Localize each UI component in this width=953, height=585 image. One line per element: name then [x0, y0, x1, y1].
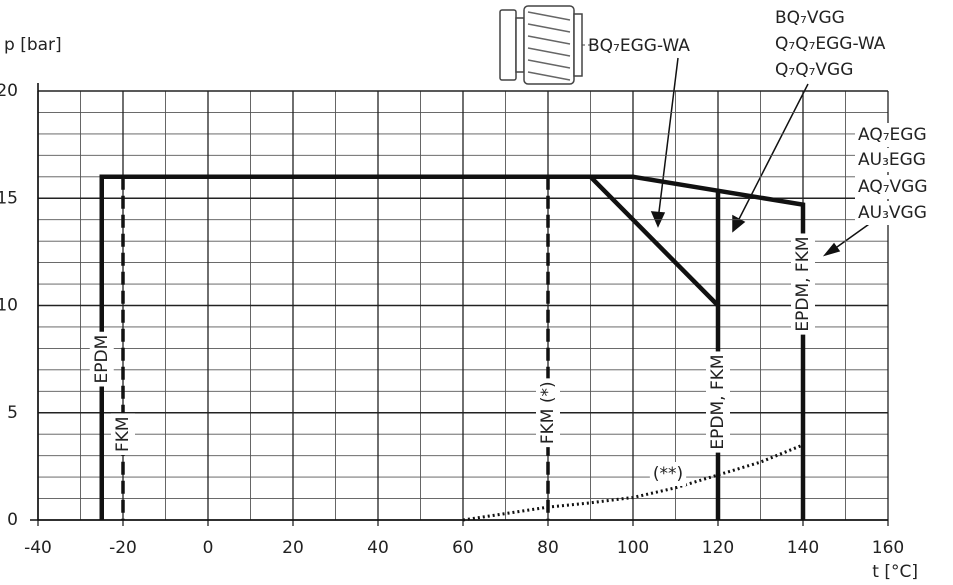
y-tick-label: 20	[0, 81, 18, 101]
annotation: AU₃EGG	[855, 148, 929, 172]
annotation-bg	[791, 233, 815, 335]
annotation-text: AQ₇EGG	[858, 125, 927, 145]
annotation: EPDM	[89, 331, 114, 387]
annotation-text: EPDM, FKM	[793, 236, 813, 331]
y-axis-label: p [bar]	[4, 35, 62, 55]
x-tick-label: 80	[537, 538, 559, 558]
arrows	[650, 57, 873, 257]
grid	[37, 90, 889, 526]
x-tick-label: 140	[787, 538, 819, 558]
annotation: AQ₇VGG	[855, 175, 931, 199]
annotation-bg	[111, 413, 135, 455]
annotation-bg	[855, 123, 930, 147]
x-tick-label: 40	[367, 538, 389, 558]
annotation: FKM	[111, 413, 135, 455]
annotation-bg	[706, 351, 730, 453]
annotation-text: AU₃VGG	[858, 203, 927, 223]
valve-icon	[499, 5, 583, 85]
annotation-text: AQ₇VGG	[858, 177, 928, 197]
annotation-bg	[89, 331, 114, 387]
annotation-text: EPDM	[92, 335, 112, 384]
x-tick-label: 160	[872, 538, 904, 558]
y-tick-label: 5	[7, 403, 18, 423]
annotation-text: AU₃EGG	[858, 150, 926, 170]
x-tick-label: 100	[617, 538, 649, 558]
annotation-text: Q₇Q₇EGG-WA	[775, 34, 886, 54]
annotation: BQ₇EGG-WA	[588, 36, 690, 56]
annotation-bg	[536, 378, 560, 448]
series-line	[588, 175, 720, 308]
annotation-bg	[855, 201, 930, 225]
annotation-bg	[855, 175, 931, 199]
x-tick-label: 0	[203, 538, 214, 558]
annotation-text: Q₇Q₇VGG	[775, 60, 853, 80]
annotation: BQ₇VGG	[775, 8, 845, 28]
annotation-text: BQ₇EGG-WA	[588, 36, 690, 56]
annotation-text: FKM	[113, 416, 133, 452]
annotation: EPDM, FKM	[791, 233, 815, 335]
annotation-text: BQ₇VGG	[775, 8, 845, 28]
annotation-text: (**)	[653, 464, 683, 484]
series-line	[462, 443, 804, 522]
annotation: EPDM, FKM	[706, 351, 730, 453]
y-tick-label: 0	[7, 510, 18, 530]
y-tick-label: 15	[0, 188, 18, 208]
x-tick-label: 120	[702, 538, 734, 558]
x-axis-label: t [°C]	[872, 562, 918, 582]
x-tick-label: 20	[282, 538, 304, 558]
annotation-bg	[855, 148, 929, 172]
x-tick-label: -40	[24, 538, 52, 558]
annotation: FKM (*)	[536, 378, 560, 448]
annotation: Q₇Q₇VGG	[775, 60, 853, 80]
annotation: (**)	[649, 462, 687, 486]
annotation-bg	[649, 462, 687, 486]
y-tick-label: 10	[0, 296, 18, 316]
x-tick-label: -20	[109, 538, 137, 558]
x-tick-label: 60	[452, 538, 474, 558]
annotation: AQ₇EGG	[855, 123, 930, 147]
annotation-text: EPDM, FKM	[708, 354, 728, 449]
annotation: AU₃VGG	[855, 201, 930, 225]
annotation: Q₇Q₇EGG-WA	[775, 34, 886, 54]
annotation-text: FKM (*)	[538, 381, 558, 444]
